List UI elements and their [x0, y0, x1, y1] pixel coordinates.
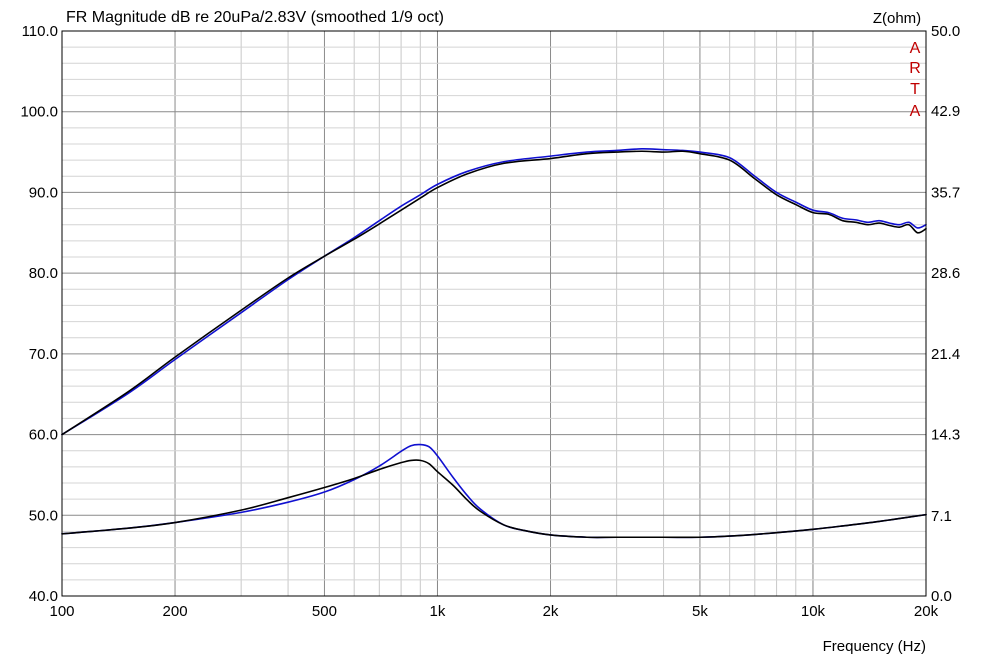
x-axis-label: Frequency (Hz)	[823, 638, 926, 655]
fr-curve-black	[61, 150, 927, 436]
plot-background	[62, 31, 926, 596]
y-right-tick-label: 28.6	[931, 265, 960, 282]
y-tick-label: 40.0	[29, 588, 58, 605]
impedance-curve-black	[61, 459, 927, 539]
y-tick-label: 80.0	[29, 265, 58, 282]
x-tick-label: 20k	[914, 603, 939, 620]
y-right-tick-label: 35.7	[931, 185, 960, 202]
y-right-tick-label: 42.9	[931, 103, 960, 120]
x-tick-label: 100	[49, 603, 74, 620]
y-right-tick-label: 21.4	[931, 346, 960, 363]
plot-frame	[61, 30, 927, 597]
right-axis-label: Z(ohm)	[873, 10, 921, 27]
y-tick-label: 50.0	[29, 507, 58, 524]
chart-title: FR Magnitude dB re 20uPa/2.83V (smoothed…	[66, 9, 444, 26]
arta-letter-1: A	[910, 40, 921, 57]
x-tick-label: 5k	[692, 603, 708, 620]
x-tick-label: 1k	[430, 603, 446, 620]
x-tick-label: 10k	[801, 603, 826, 620]
y-tick-label: 70.0	[29, 346, 58, 363]
series-group	[61, 148, 927, 539]
y-right-tick-label: 7.1	[931, 508, 952, 525]
y-axis-left: 40.0 50.0 60.0 70.0 80.0 90.0 100.0 110.0	[20, 23, 58, 605]
y-tick-label: 110.0	[22, 23, 58, 40]
y-tick-label: 60.0	[29, 427, 58, 444]
y-right-tick-label: 14.3	[931, 426, 960, 443]
arta-letter-4: A	[910, 103, 921, 120]
arta-letter-3: T	[910, 81, 920, 98]
y-axis-right: 0.0 7.1 14.3 21.4 28.6 35.7 42.9 50.0	[931, 23, 960, 605]
x-axis: 100 200 500 1k 2k 5k 10k 20k	[49, 603, 938, 620]
arta-letter-2: R	[909, 60, 921, 77]
x-tick-label: 2k	[543, 603, 559, 620]
y-tick-label: 90.0	[29, 184, 58, 201]
y-right-tick-label: 0.0	[931, 588, 952, 605]
x-tick-label: 500	[312, 603, 337, 620]
y-tick-label: 100.0	[20, 104, 58, 121]
x-tick-label: 200	[163, 603, 188, 620]
arta-logo: A R T A	[909, 40, 921, 120]
y-right-tick-label: 50.0	[931, 23, 960, 40]
